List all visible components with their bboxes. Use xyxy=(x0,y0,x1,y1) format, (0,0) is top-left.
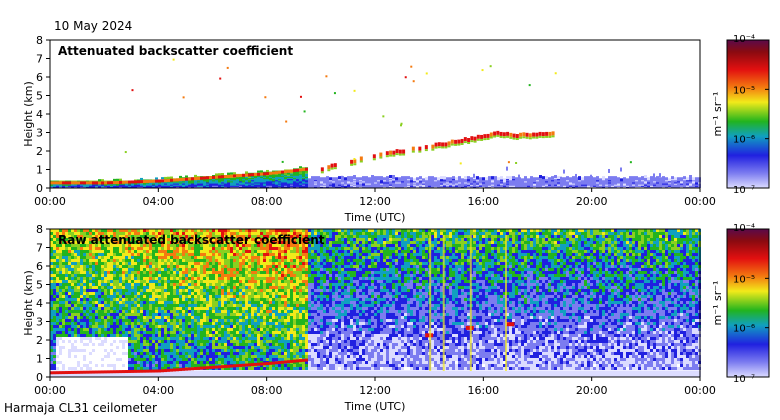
colorbar-tick-label: 10⁻⁴ xyxy=(733,34,755,45)
station-label: Harmaja CL31 ceilometer xyxy=(4,401,157,415)
plot-area xyxy=(50,40,700,188)
x-axis-label: Time (UTC) xyxy=(344,400,406,413)
y-tick-label: 6 xyxy=(36,71,43,84)
y-tick-label: 2 xyxy=(36,334,43,347)
x-tick-label: 08:00 xyxy=(251,195,283,208)
y-tick-label: 5 xyxy=(36,279,43,292)
y-axis-label: Height (km) xyxy=(22,270,35,336)
panel-2: Raw attenuated backscatter coefficient00… xyxy=(22,223,770,413)
y-tick-label: 3 xyxy=(36,316,43,329)
colorbar-tick-label: 10⁻⁶ xyxy=(733,324,755,335)
y-tick-label: 5 xyxy=(36,90,43,103)
x-tick-label: 20:00 xyxy=(576,384,608,397)
backscatter-field xyxy=(50,58,701,188)
y-tick-label: 0 xyxy=(36,371,43,384)
x-tick-label: 04:00 xyxy=(142,195,174,208)
x-tick-label: 12:00 xyxy=(359,384,391,397)
x-tick-label: 20:00 xyxy=(576,195,608,208)
y-tick-label: 3 xyxy=(36,127,43,140)
y-axis-label: Height (km) xyxy=(22,81,35,147)
date-label: 10 May 2024 xyxy=(54,19,133,33)
y-tick-label: 7 xyxy=(36,53,43,66)
colorbar-tick-label: 10⁻⁵ xyxy=(733,85,755,96)
colorbar-unit-label: m⁻¹ sr⁻¹ xyxy=(711,92,724,137)
x-axis-label: Time (UTC) xyxy=(344,211,406,224)
y-tick-label: 1 xyxy=(36,164,43,177)
colorbar-tick-label: 10⁻⁷ xyxy=(733,374,755,385)
colorbar-tick-label: 10⁻⁷ xyxy=(733,185,755,196)
y-tick-label: 2 xyxy=(36,145,43,158)
y-tick-label: 1 xyxy=(36,353,43,366)
panel-title: Raw attenuated backscatter coefficient xyxy=(58,233,325,247)
y-tick-label: 8 xyxy=(36,34,43,47)
x-tick-label: 08:00 xyxy=(251,384,283,397)
y-tick-label: 0 xyxy=(36,182,43,195)
colorbar xyxy=(726,228,770,378)
y-tick-label: 6 xyxy=(36,260,43,273)
x-tick-label: 16:00 xyxy=(467,195,499,208)
x-tick-label: 00:00 xyxy=(684,384,716,397)
x-tick-label: 00:00 xyxy=(34,384,66,397)
colorbar-tick-label: 10⁻⁵ xyxy=(733,274,755,285)
colorbar-tick-label: 10⁻⁶ xyxy=(733,135,755,146)
y-tick-label: 8 xyxy=(36,223,43,236)
x-tick-label: 00:00 xyxy=(34,195,66,208)
x-tick-label: 12:00 xyxy=(359,195,391,208)
y-tick-label: 7 xyxy=(36,242,43,255)
x-tick-label: 16:00 xyxy=(467,384,499,397)
y-tick-label: 4 xyxy=(36,297,43,310)
x-tick-label: 04:00 xyxy=(142,384,174,397)
backscatter-field xyxy=(50,229,701,377)
colorbar xyxy=(726,39,770,189)
colorbar-unit-label: m⁻¹ sr⁻¹ xyxy=(711,281,724,326)
colorbar-tick-label: 10⁻⁴ xyxy=(733,223,755,234)
panel-title: Attenuated backscatter coefficient xyxy=(58,44,293,58)
x-tick-label: 00:00 xyxy=(684,195,716,208)
y-tick-label: 4 xyxy=(36,108,43,121)
